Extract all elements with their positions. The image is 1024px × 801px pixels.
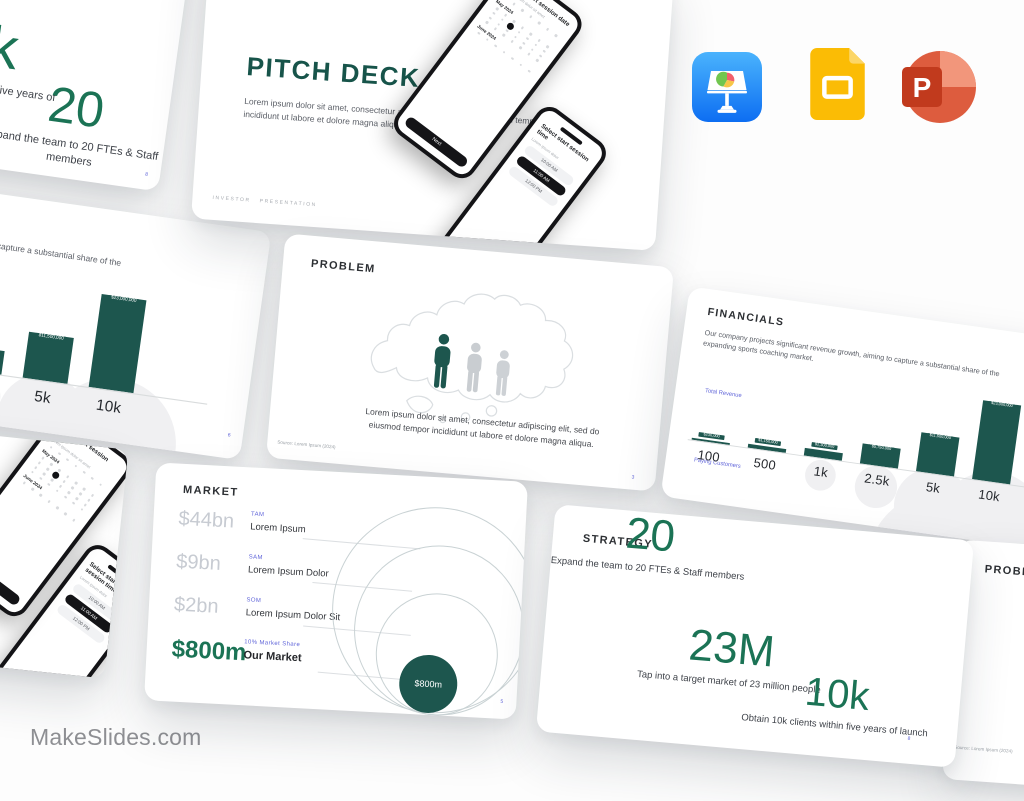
slide-card-pitch-deck: PITCH DECK Lorem ipsum dolor sit amet, c…: [190, 0, 675, 251]
person-icon-highlighted: [424, 332, 459, 395]
page-number: 5: [500, 698, 504, 705]
hong-kong-map-outline: [370, 293, 574, 424]
google-slides-app-icon: [810, 48, 865, 120]
next-button[interactable]: Next: [0, 554, 22, 607]
keynote-app-icon: [692, 52, 762, 122]
person-icon-gray: [488, 349, 517, 403]
next-button[interactable]: Next: [403, 115, 470, 169]
slide-card-problem: PROBLEM Lorem ipsum dolor sit amet, cons…: [265, 233, 675, 492]
market-title: MARKET: [182, 483, 239, 499]
person-icon-gray: [458, 341, 490, 399]
page-number: 8: [144, 171, 149, 178]
source-note: Source: Lorem Ipsum (2024): [277, 439, 336, 450]
problem-title: PROBLEM: [310, 257, 377, 276]
page-number: 8: [907, 735, 911, 742]
slide-card-financials: FINANCIALS Our company projects signific…: [660, 286, 1024, 558]
problem-title: PROBLEM: [984, 563, 1024, 580]
svg-text:P: P: [913, 72, 932, 103]
pitch-deck-footer: INVESTOR PRESENTATION: [212, 194, 318, 209]
slide-card-market: MARKET $44bn TAM Lorem Ipsum $9bn SAM Lorem I…: [144, 462, 528, 720]
page-number: 3: [631, 474, 635, 481]
brand-wordmark: MakeSlides.com: [30, 724, 202, 750]
pitch-deck-title: PITCH DECK: [245, 51, 422, 94]
slide-card-strategy: STRATEGY 23M Tap into a target market of …: [535, 504, 975, 768]
powerpoint-app-icon: P: [899, 48, 977, 126]
source-note: Source: Lorem Ipsum (2024): [954, 744, 1013, 754]
slide-card-phones-partial: Select start session time Lorem ipsum do…: [0, 427, 129, 679]
page-number: 6: [227, 432, 231, 439]
